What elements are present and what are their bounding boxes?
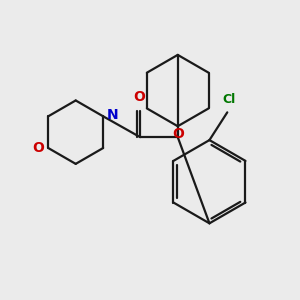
Text: O: O bbox=[32, 141, 44, 155]
Text: Cl: Cl bbox=[223, 93, 236, 106]
Text: N: N bbox=[107, 108, 119, 122]
Text: O: O bbox=[172, 127, 184, 141]
Text: O: O bbox=[133, 90, 145, 104]
